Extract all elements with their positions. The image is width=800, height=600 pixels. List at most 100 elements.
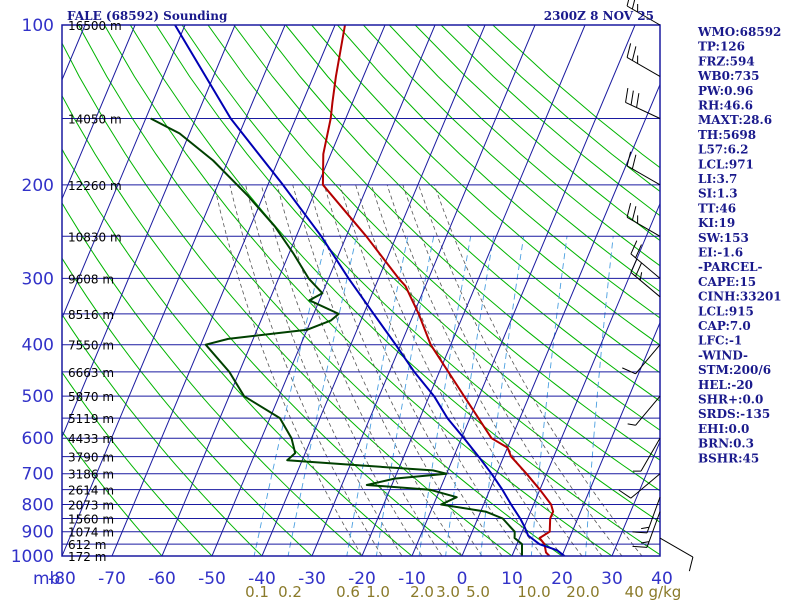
wind-barb-flag [622, 367, 636, 375]
wind-barb [627, 395, 661, 426]
isotherm-line [211, 25, 436, 556]
index-line: MAXT:28.6 [698, 113, 772, 127]
index-line: SI:1.3 [698, 187, 738, 201]
moist-adiabat-line [308, 184, 483, 556]
wind-barb-flag [641, 526, 650, 530]
dry-adiabat-line [233, 25, 660, 431]
mixing-ratio-label: 0.6 [336, 583, 360, 600]
moist-adiabat-line [213, 184, 363, 556]
temperature-tick-label: 0 [457, 569, 468, 589]
wind-barb-flag [626, 151, 632, 166]
dry-adiabat-line [62, 371, 213, 556]
moist-adiabat-line [371, 184, 563, 556]
index-line: CAPE:15 [698, 275, 756, 289]
moist-adiabat-line [386, 184, 583, 556]
wind-barb-flag [630, 258, 638, 273]
index-line: EI:-1.6 [698, 246, 743, 260]
height-label: 1560 m [68, 513, 114, 527]
height-label: 2614 m [68, 484, 114, 498]
index-line: L57:6.2 [698, 143, 748, 157]
dry-adiabat-line [103, 25, 613, 556]
isotherm-line [411, 25, 636, 556]
mixing-ratio-label: 2.0 [410, 583, 434, 600]
index-line: SW:153 [698, 231, 749, 245]
index-line: EHI:0.0 [698, 422, 749, 436]
dry-adiabat-line [259, 25, 660, 402]
isotherm-line [511, 202, 660, 556]
wind-barb-staff [640, 437, 661, 472]
mixing-ratio-label: 0.2 [278, 583, 302, 600]
height-label: 9608 m [68, 272, 114, 286]
wind-barb-flag [632, 531, 648, 534]
wind-barb-flag [626, 0, 630, 7]
index-line: HEL:-20 [698, 378, 753, 392]
mixing-ratio-line [530, 236, 568, 556]
height-label: 3790 m [68, 451, 114, 465]
height-label: 12260 m [68, 179, 122, 193]
dewpoint-line [150, 117, 523, 556]
index-line: TT:46 [698, 201, 736, 215]
isotherm-line [161, 25, 386, 556]
wind-barb [626, 203, 661, 237]
pressure-tick-label: 200 [22, 176, 54, 196]
wind-barb-flag [630, 240, 638, 255]
pressure-tick-label: 900 [22, 523, 54, 543]
index-line: LI:3.7 [698, 172, 737, 186]
temperature-tick-label: -60 [148, 569, 176, 589]
index-line: KI:19 [698, 216, 735, 230]
y-axis-label: mb [33, 569, 60, 589]
wind-barb-flag [635, 244, 642, 259]
pressure-tick-label: 700 [22, 465, 54, 485]
wind-barb-staff [635, 395, 661, 426]
wind-barb [626, 0, 661, 26]
height-label: 5119 m [68, 412, 114, 426]
dry-adiabat-line [129, 25, 660, 556]
wind-barb [626, 151, 661, 186]
dry-adiabat-line [62, 202, 363, 556]
dry-adiabat-line [62, 148, 413, 556]
pressure-tick-label: 800 [22, 496, 54, 516]
mixing-ratio-label: 5.0 [466, 583, 490, 600]
isotherm-line [561, 321, 660, 556]
dry-adiabat-line [388, 25, 660, 267]
pressure-tick-label: 1000 [11, 547, 54, 567]
moist-adiabat-line [433, 184, 643, 556]
dry-adiabat-line [337, 25, 660, 319]
wind-barb-flag [632, 545, 648, 548]
index-line: CAP:7.0 [698, 319, 751, 333]
isotherm-line [62, 25, 186, 320]
isotherm-line [461, 83, 660, 556]
mixing-ratio-label: 10.0 [517, 583, 550, 600]
wind-barb [625, 87, 661, 119]
height-label: 16500 m [68, 19, 122, 33]
isotherm-line [311, 25, 536, 556]
wind-barb [622, 344, 661, 375]
dry-adiabat-line [155, 25, 660, 523]
mixing-ratio-label: 20.0 [566, 583, 599, 600]
pressure-tick-label: 300 [22, 269, 54, 289]
pressure-tick-layer: 100 200 300 400 500 600 700 800 900 1000 [11, 16, 54, 567]
wind-barb-staff [635, 344, 661, 375]
wind-barb-staff [659, 537, 694, 558]
index-line: BSHR:45 [698, 451, 759, 465]
index-line: TP:126 [698, 40, 745, 54]
wind-barb [630, 240, 661, 279]
pressure-tick-label: 500 [22, 387, 54, 407]
temperature-tick-label: 20 [551, 569, 573, 589]
dry-adiabat-line [311, 25, 660, 346]
mixing-ratio-label: 3.0 [436, 583, 460, 600]
dry-adiabat-line [62, 257, 313, 556]
wind-barb [632, 497, 661, 534]
temperature-line [321, 25, 555, 556]
index-line: RH:46.6 [698, 99, 753, 113]
temperature-tick-label: -70 [98, 569, 126, 589]
index-line: SHR+:0.0 [698, 393, 763, 407]
height-label: 3186 m [68, 468, 114, 482]
index-line: LCL:971 [698, 157, 754, 171]
index-line: BRN:0.3 [698, 437, 754, 451]
plot-frame [61, 24, 661, 557]
moist-adiabat-line [260, 184, 423, 556]
moist-adiabat-line [292, 184, 463, 556]
index-line: PW:0.96 [698, 84, 753, 98]
wind-barb-staff [646, 497, 661, 534]
